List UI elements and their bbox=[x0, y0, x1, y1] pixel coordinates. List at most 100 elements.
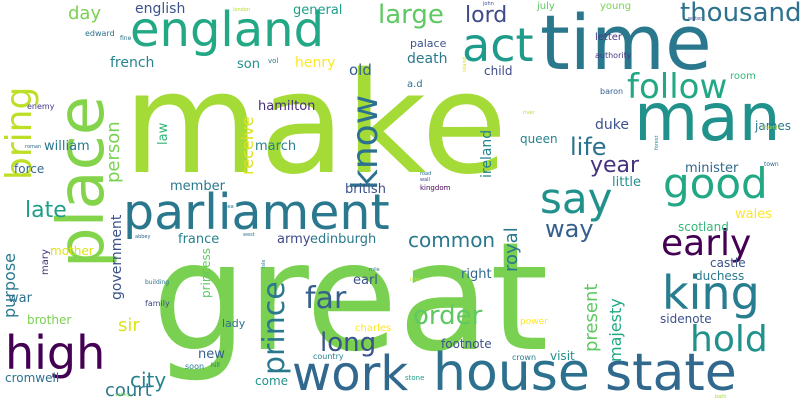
word-scotland: scotland bbox=[678, 220, 729, 234]
word-footnote: footnote bbox=[441, 337, 492, 351]
word-late: late bbox=[25, 198, 67, 223]
word-island: island bbox=[462, 57, 468, 72]
word-west: west bbox=[243, 232, 255, 238]
word-lord: lord bbox=[465, 3, 508, 28]
word-visit: visit bbox=[550, 349, 575, 363]
word-water: water bbox=[688, 16, 703, 22]
word-son: son bbox=[237, 57, 260, 72]
word-person: person bbox=[103, 121, 124, 183]
word-state: state bbox=[605, 343, 737, 400]
word-sir: sir bbox=[118, 315, 140, 336]
word-isle: isle bbox=[261, 259, 267, 268]
word-purpose: purpose bbox=[0, 253, 19, 318]
word-letter: letter bbox=[595, 32, 623, 43]
word-make: make bbox=[123, 43, 508, 206]
word-young: young bbox=[600, 1, 632, 12]
word-edinburgh: edinburgh bbox=[310, 232, 377, 247]
word-sidenote: sidenote bbox=[660, 312, 712, 326]
word-come: come bbox=[255, 374, 289, 388]
word-march: march bbox=[255, 139, 297, 154]
word-july: july bbox=[537, 1, 555, 12]
word-england: england bbox=[130, 2, 325, 58]
word-little: little bbox=[612, 175, 642, 190]
word-receive: receive bbox=[238, 116, 257, 175]
word-building: building bbox=[145, 279, 170, 286]
word-early: early bbox=[661, 223, 752, 264]
word-order: order bbox=[413, 301, 483, 331]
word-duchess: duchess bbox=[695, 269, 745, 283]
word-ireland: ireland bbox=[479, 129, 495, 178]
word-valley: valley bbox=[115, 392, 130, 398]
word-sea: sea bbox=[225, 204, 234, 210]
word-william: william bbox=[44, 139, 90, 154]
word-earl: earl bbox=[353, 273, 378, 288]
word-war: war bbox=[8, 291, 32, 306]
word-french: french bbox=[110, 55, 155, 71]
word-day: day bbox=[68, 3, 102, 24]
word-year: year bbox=[590, 153, 640, 178]
word-family: family bbox=[145, 299, 170, 308]
word-mile: mile bbox=[369, 267, 380, 273]
word-english: english bbox=[135, 1, 186, 17]
word-city: city bbox=[130, 368, 167, 392]
word-mother: mother bbox=[50, 244, 94, 258]
word-great: great bbox=[152, 211, 549, 385]
word-new: new bbox=[198, 347, 225, 362]
word-baron: baron bbox=[600, 87, 624, 96]
word-a.d: a.d bbox=[407, 79, 423, 90]
word-mary: mary bbox=[40, 249, 51, 275]
word-british: british bbox=[345, 182, 386, 197]
word-lake: lake bbox=[410, 277, 421, 283]
word-france: france bbox=[178, 232, 220, 247]
word-hold: hold bbox=[690, 319, 768, 360]
word-wales: wales bbox=[735, 207, 772, 222]
word-enemy: enemy bbox=[27, 102, 55, 111]
word-roman: roman bbox=[25, 144, 42, 150]
word-london: london bbox=[233, 7, 251, 13]
word-lady: lady bbox=[222, 317, 246, 330]
word-abbey: abbey bbox=[135, 234, 151, 240]
word-force: force bbox=[14, 162, 45, 176]
word-john: john bbox=[483, 1, 494, 7]
word-royal: royal bbox=[501, 227, 522, 272]
word-man: man bbox=[634, 79, 781, 156]
word-king: king bbox=[662, 266, 760, 320]
word-palace: palace bbox=[410, 37, 447, 50]
word-general: general bbox=[293, 3, 343, 18]
word-way: way bbox=[545, 215, 594, 243]
word-road: road bbox=[420, 171, 432, 177]
word-know: know bbox=[345, 94, 386, 190]
word-henry: henry bbox=[295, 55, 336, 71]
word-work: work bbox=[292, 346, 409, 400]
word-good: good bbox=[663, 159, 768, 208]
word-old: old bbox=[349, 61, 372, 79]
word-member: member bbox=[170, 179, 225, 194]
word-river: river bbox=[523, 110, 535, 116]
word-army: army bbox=[277, 232, 311, 247]
word-house: house bbox=[433, 343, 590, 400]
word-death: death bbox=[407, 51, 448, 67]
word-large: large bbox=[378, 0, 444, 30]
word-soon: soon bbox=[185, 362, 205, 371]
word-fine: fine bbox=[120, 35, 132, 42]
word-church: church bbox=[762, 125, 779, 131]
word-minister: minister bbox=[685, 161, 739, 176]
word-majesty: majesty bbox=[606, 298, 625, 362]
word-queen: queen bbox=[520, 132, 558, 146]
word-forest: forest bbox=[654, 135, 660, 150]
word-james: james bbox=[755, 119, 792, 133]
word-present: present bbox=[581, 283, 602, 352]
word-vol: vol bbox=[268, 57, 279, 65]
word-follow: follow bbox=[627, 67, 728, 107]
word-life: life bbox=[570, 133, 607, 161]
word-say: say bbox=[540, 174, 613, 223]
word-hamilton: hamilton bbox=[258, 99, 316, 114]
word-stone: stone bbox=[405, 374, 425, 382]
word-duke: duke bbox=[595, 117, 629, 133]
word-common: common bbox=[408, 228, 496, 252]
word-kingdom: kingdom bbox=[420, 184, 451, 192]
word-authority: authority bbox=[595, 51, 632, 60]
word-right: right bbox=[461, 267, 492, 282]
word-castle: castle bbox=[710, 256, 746, 270]
